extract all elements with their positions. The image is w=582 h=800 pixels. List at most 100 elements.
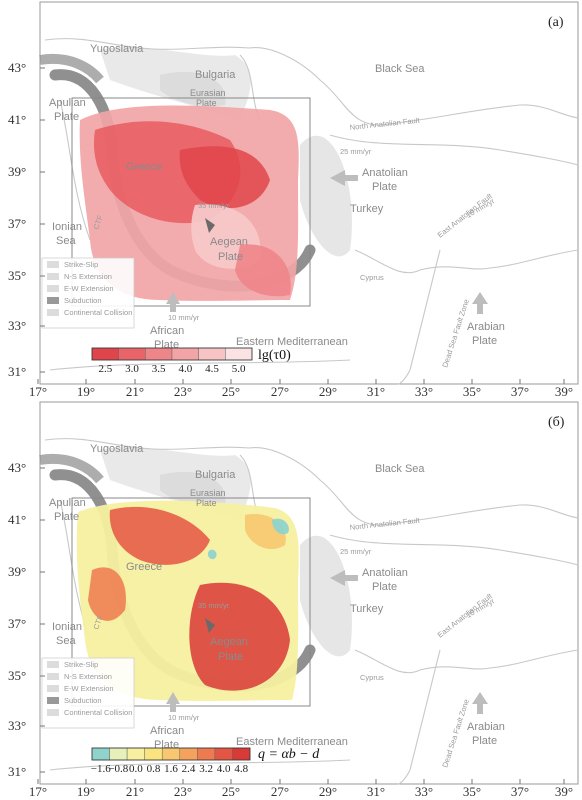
lon-label-10: 37° xyxy=(511,384,529,399)
colorbar-segment-1 xyxy=(118,347,146,361)
data-field xyxy=(79,105,299,301)
lon-label-7: 31° xyxy=(367,784,385,799)
colorbar-segment-4 xyxy=(198,347,226,361)
lon-label-5: 27° xyxy=(271,784,289,799)
data-field xyxy=(76,500,299,701)
colorbar-outline xyxy=(91,747,251,761)
lon-label-9: 35° xyxy=(463,384,481,399)
west-anatolia-region xyxy=(300,535,352,657)
label-eurasian: Eurasian xyxy=(190,88,226,98)
lon-label-2: 21° xyxy=(126,384,144,399)
label-yugoslavia: Yugoslavia xyxy=(90,43,144,55)
motion-arrows xyxy=(166,170,488,314)
colorbar-tick-3: 4.0 xyxy=(178,363,192,375)
lon-label-0: 17° xyxy=(29,384,47,399)
apulian-arc xyxy=(39,453,104,484)
colorbar-tick-0: −1.6 xyxy=(91,763,111,775)
colorbar-outline xyxy=(91,347,253,361)
colorbar-title: lg(τ0) xyxy=(258,348,291,363)
label-eurasian-plate: Plate xyxy=(196,98,217,108)
legend-item-4: Continental Collision xyxy=(64,308,132,317)
lon-label-10: 37° xyxy=(511,784,529,799)
lon-label-0: 17° xyxy=(29,784,47,799)
label-turkey: Turkey xyxy=(350,603,384,615)
legend-item-2: E-W Extension xyxy=(64,284,114,293)
lat-label-1: 41° xyxy=(8,512,26,527)
lat-label-5: 33° xyxy=(8,718,26,733)
legend-item-0: Strike-Slip xyxy=(64,660,98,669)
label-yugoslavia: Yugoslavia xyxy=(90,443,144,455)
colorbar-tick-2: 3.5 xyxy=(152,363,166,375)
legend-item-0: Strike-Slip xyxy=(64,260,98,269)
legend-swatch-3 xyxy=(47,297,59,304)
colorbar-segment-6 xyxy=(197,747,216,761)
black-sea-coast xyxy=(249,47,579,126)
label-rate-10b: 10 mm/yr xyxy=(168,713,200,722)
field-high-2 xyxy=(189,582,290,691)
lon-label-6: 29° xyxy=(319,784,337,799)
label-aegean-plate: Plate xyxy=(218,251,243,263)
levant-coast xyxy=(397,249,441,385)
legend-item-1: N-S Extension xyxy=(64,272,112,281)
legend-swatch-1 xyxy=(47,673,59,680)
label-rate-25: 25 mm/yr xyxy=(340,547,372,556)
label-eastern-med: Eastern Mediterranean xyxy=(236,736,348,748)
anatolia-fault-line xyxy=(329,534,579,566)
colorbar-tick-0: 2.5 xyxy=(98,363,112,375)
colorbar-tick-4: 1.6 xyxy=(164,763,178,775)
south-turkey-coast xyxy=(354,649,579,674)
label-anatolian: Anatolian xyxy=(362,567,408,579)
aegean-arrow xyxy=(205,218,215,233)
lon-label-1: 19° xyxy=(77,784,95,799)
label-rate-35: 35 mm/yr xyxy=(198,601,230,610)
colorbar-segment-8 xyxy=(232,747,251,761)
africa-arrow xyxy=(166,292,180,312)
lat-label-3: 37° xyxy=(8,616,26,631)
label-rate-35: 35 mm/yr xyxy=(198,201,230,210)
label-ionian: Ionian xyxy=(52,621,82,633)
faults-legend: Strike-Slip N-S Extension E-W Extension Sub… xyxy=(41,657,135,729)
colorbar-segment-2 xyxy=(126,747,145,761)
legend-swatch-2 xyxy=(47,685,59,692)
legend-box xyxy=(41,657,135,729)
levant-coast xyxy=(397,649,441,785)
legend-item-3: Subduction xyxy=(64,696,102,705)
label-apulian: Apulian xyxy=(49,97,86,109)
label-bulgaria: Bulgaria xyxy=(195,69,236,81)
field-high-1 xyxy=(109,506,210,565)
colorbar-title: q = αb − d xyxy=(258,747,320,762)
label-cyprus: Cyprus xyxy=(360,273,384,282)
legend-item-1: N-S Extension xyxy=(64,672,112,681)
africa-coast xyxy=(49,759,351,771)
legend-swatch-1 xyxy=(47,273,59,280)
lat-label-0: 43° xyxy=(8,460,26,475)
label-arabian-plate: Plate xyxy=(472,735,497,747)
label-apulian: Apulian xyxy=(49,497,86,509)
legend-swatch-2 xyxy=(47,285,59,292)
lon-label-1: 19° xyxy=(77,384,95,399)
legend-box xyxy=(41,257,135,329)
arabia-arrow xyxy=(472,292,488,314)
label-bulgaria: Bulgaria xyxy=(195,469,236,481)
panel-label: (a) xyxy=(548,15,564,30)
colorbar-segment-1 xyxy=(109,747,128,761)
lon-label-8: 33° xyxy=(415,384,433,399)
study-area-box xyxy=(71,97,311,307)
lat-label-2: 39° xyxy=(8,564,26,579)
label-black-sea: Black Sea xyxy=(375,63,425,75)
legend-item-4: Continental Collision xyxy=(64,708,132,717)
label-arabian: Arabian xyxy=(467,721,505,733)
label-apulian-plate: Plate xyxy=(54,511,79,523)
north-coast xyxy=(44,438,251,450)
label-turkey: Turkey xyxy=(350,203,384,215)
motion-arrows xyxy=(166,570,488,714)
lat-label-0: 43° xyxy=(8,60,26,75)
legend-swatch-4 xyxy=(47,309,59,316)
lat-label-2: 39° xyxy=(8,164,26,179)
label-anatolian-plate: Plate xyxy=(372,581,397,593)
label-african: African xyxy=(150,725,184,737)
lon-label-8: 33° xyxy=(415,784,433,799)
label-arabian: Arabian xyxy=(467,321,505,333)
lon-label-3: 23° xyxy=(174,384,192,399)
coastlines xyxy=(44,38,579,385)
